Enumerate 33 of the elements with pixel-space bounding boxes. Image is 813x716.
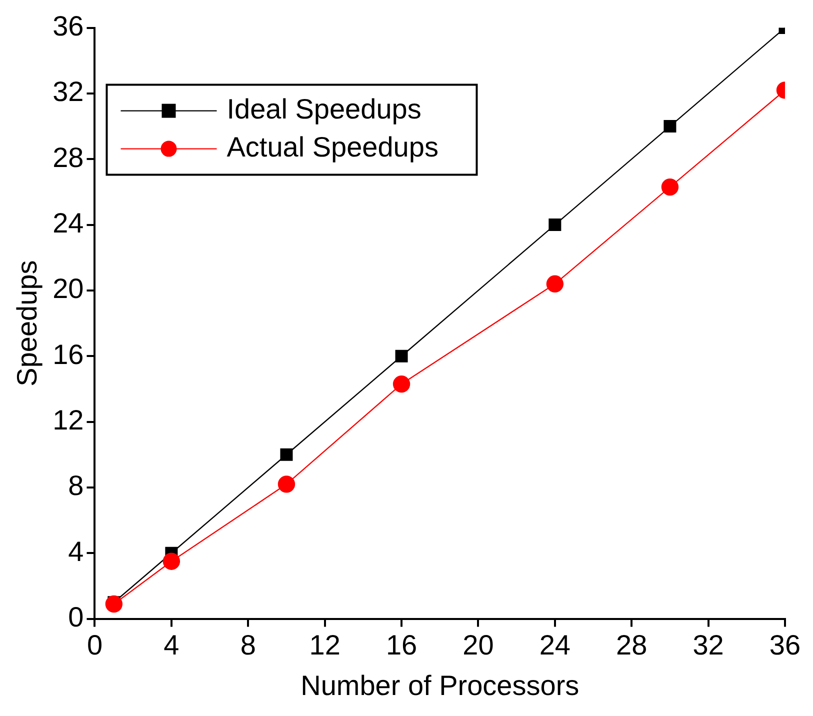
- point: [548, 218, 562, 232]
- x-tick-label: 20: [462, 629, 494, 660]
- x-tick-label: 28: [616, 629, 648, 660]
- x-tick-label: 8: [240, 629, 256, 660]
- point: [162, 552, 180, 570]
- y-tick-label: 16: [52, 338, 84, 370]
- y-tick-label: 32: [52, 76, 84, 108]
- point: [278, 476, 296, 493]
- x-tick-label: 12: [309, 629, 340, 660]
- point: [661, 178, 679, 196]
- y-tick-label: 0: [68, 602, 84, 633]
- x-tick-label: 36: [769, 629, 801, 660]
- legend-label: Ideal Speedups: [226, 94, 422, 125]
- point: [105, 595, 123, 613]
- y-axis-title: Speedups: [12, 260, 43, 386]
- x-tick-label: 16: [386, 629, 418, 660]
- point: [392, 375, 410, 393]
- x-tick-label: 32: [692, 629, 724, 660]
- x-tick-label: 24: [539, 629, 570, 660]
- y-tick-label: 12: [52, 404, 84, 436]
- y-tick-label: 36: [52, 10, 84, 42]
- point: [664, 120, 676, 133]
- point: [546, 275, 564, 292]
- point: [395, 350, 408, 362]
- x-axis-title: Number of Processors: [300, 670, 580, 701]
- x-tick-label: 4: [164, 629, 180, 660]
- point: [280, 448, 293, 461]
- y-tick-label: 8: [68, 470, 84, 502]
- y-tick-label: 24: [52, 208, 84, 239]
- y-tick-label: 20: [52, 273, 84, 304]
- legend-label: Actual Speedups: [226, 132, 438, 163]
- y-tick-label: 28: [52, 142, 84, 173]
- y-tick-label: 4: [68, 536, 84, 567]
